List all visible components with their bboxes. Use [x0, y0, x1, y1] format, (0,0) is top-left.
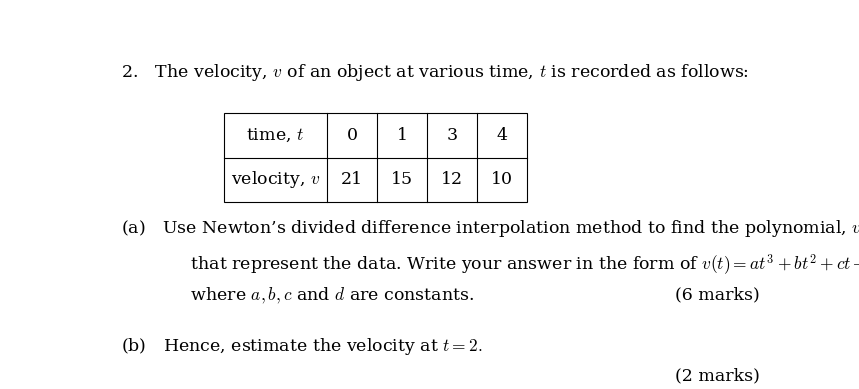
Text: (a) Use Newton’s divided difference interpolation method to find the polynomial,: (a) Use Newton’s divided difference inte… [120, 217, 859, 240]
Text: 2. The velocity, $v$ of an object at various time, $t$ is recorded as follows:: 2. The velocity, $v$ of an object at var… [120, 62, 749, 82]
Text: 4: 4 [497, 126, 508, 144]
Text: 21: 21 [341, 172, 363, 189]
Text: where $a, b, c$ and $d$ are constants.: where $a, b, c$ and $d$ are constants. [120, 286, 474, 306]
Text: (6 marks): (6 marks) [675, 286, 759, 303]
Bar [224, 112, 527, 202]
Text: 3: 3 [447, 126, 458, 144]
Text: 10: 10 [490, 172, 513, 189]
Text: that represent the data. Write your answer in the form of $v(t) = at^3 + bt^2 + : that represent the data. Write your answ… [120, 252, 859, 277]
Text: 0: 0 [346, 126, 357, 144]
Text: 1: 1 [397, 126, 407, 144]
Text: 15: 15 [391, 172, 413, 189]
Text: 12: 12 [441, 172, 463, 189]
Text: (b) Hence, estimate the velocity at $t = 2.$: (b) Hence, estimate the velocity at $t =… [120, 336, 482, 357]
Text: time, $t$: time, $t$ [247, 126, 305, 144]
Text: (2 marks): (2 marks) [675, 367, 759, 384]
Text: velocity, $v$: velocity, $v$ [231, 170, 320, 191]
